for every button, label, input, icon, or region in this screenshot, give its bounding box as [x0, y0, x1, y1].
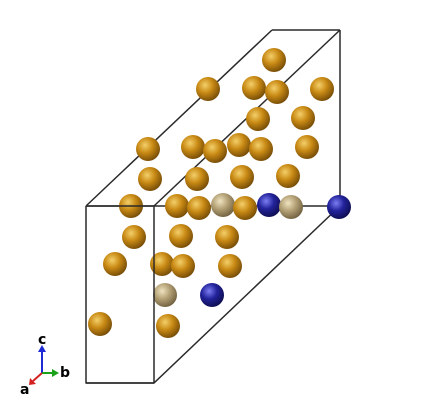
gold-atom: [156, 314, 180, 338]
gold-atom: [218, 254, 242, 278]
atoms-layer: [88, 48, 351, 338]
gold-atom: [203, 139, 227, 163]
gold-atom: [265, 80, 289, 104]
gold-atom: [227, 133, 251, 157]
gold-atom: [88, 312, 112, 336]
gold-atom: [169, 224, 193, 248]
blue-atom: [257, 193, 281, 217]
gold-atom: [136, 137, 160, 161]
gold-atom: [187, 196, 211, 220]
cell-edge: [153, 205, 341, 384]
blue-atom: [200, 283, 224, 307]
gold-atom: [310, 77, 334, 101]
gold-atom: [171, 254, 195, 278]
gold-atom: [103, 252, 127, 276]
unit-cell-front-edges: [85, 205, 155, 384]
gold-atom: [246, 107, 270, 131]
gold-atom: [242, 76, 266, 100]
b-axis-label: b: [60, 365, 70, 381]
gold-atom: [185, 167, 209, 191]
gold-atom: [196, 77, 220, 101]
gold-atom: [215, 225, 239, 249]
gold-atom: [181, 135, 205, 159]
gold-atom: [165, 194, 189, 218]
gold-atom: [122, 225, 146, 249]
c-axis-arrowhead: [38, 345, 46, 352]
blue-atom: [327, 195, 351, 219]
gold-atom: [138, 167, 162, 191]
gold-atom: [291, 106, 315, 130]
axis-indicator: c b a: [20, 332, 70, 398]
gold-atom: [150, 252, 174, 276]
gold-atom: [249, 137, 273, 161]
gold-atom: [233, 196, 257, 220]
tan-atom: [211, 193, 235, 217]
tan-atom: [153, 283, 177, 307]
gold-atom: [295, 135, 319, 159]
gold-atom: [262, 48, 286, 72]
tan-atom: [279, 195, 303, 219]
a-axis-arrowhead: [29, 378, 36, 385]
gold-atom: [276, 164, 300, 188]
b-axis-arrowhead: [52, 369, 59, 377]
cell-edge: [85, 29, 273, 207]
c-axis-label: c: [38, 332, 46, 348]
a-axis-arrow: [32, 372, 43, 382]
a-axis-label: a: [20, 382, 29, 398]
gold-atom: [230, 165, 254, 189]
